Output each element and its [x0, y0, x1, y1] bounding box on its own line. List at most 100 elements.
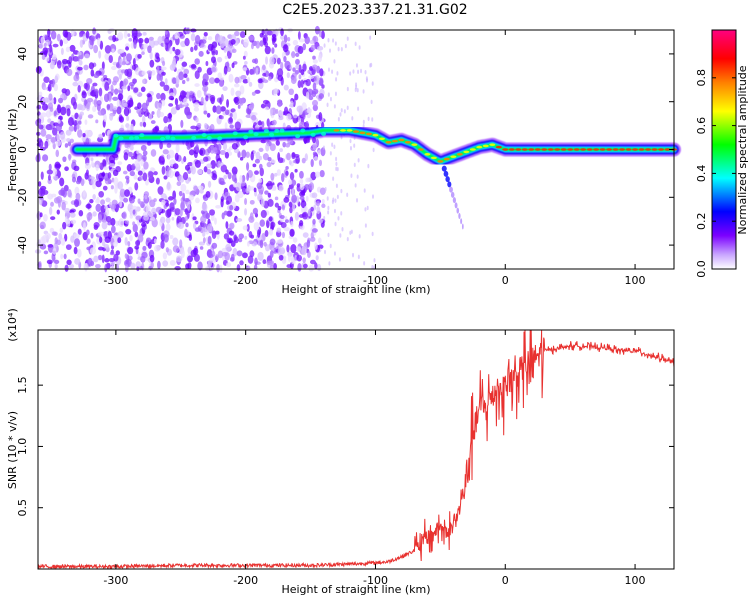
spectrogram-noise-cell: [206, 163, 212, 169]
spectrogram-noise-cell: [262, 99, 270, 105]
spectrogram-noise-cell: [73, 233, 80, 239]
spectrogram-noise-cell: [214, 217, 217, 225]
spectrogram-noise-cell: [237, 104, 241, 109]
spectrogram-noise-cell: [203, 110, 208, 115]
spectrogram-noise-cell: [312, 82, 317, 91]
spectrogram-noise-cell: [164, 30, 168, 35]
spectrogram-ridge-blob: [206, 136, 212, 141]
spectrogram-noise-cell: [360, 68, 363, 74]
spectrogram-noise-cell: [354, 87, 357, 93]
snr-y-tick-label: 0.5: [16, 499, 29, 517]
spectrogram-noise-cell: [282, 141, 287, 148]
spectrogram-noise-cell: [167, 153, 171, 161]
spectrogram-noise-cell: [90, 157, 94, 162]
spectrogram-noise-cell: [323, 215, 326, 221]
spectrogram-noise-cell: [364, 69, 367, 75]
spectrogram-noise-cell: [215, 204, 222, 209]
spectrogram-noise-cell: [346, 192, 349, 197]
spectrogram-noise-cell: [66, 108, 71, 117]
spectrogram-noise-cell: [255, 67, 259, 76]
spectrogram-noise-cell: [56, 33, 61, 42]
spectrogram-noise-cell: [190, 165, 194, 172]
spectrogram-noise-cell: [206, 67, 213, 76]
spectrogram-noise-cell: [143, 214, 150, 221]
spectrogram-noise-cell: [64, 207, 70, 214]
spectrogram-noise-cell: [46, 259, 53, 265]
spectrogram-noise-cell: [62, 189, 67, 198]
spectrogram-noise-cell: [118, 127, 125, 132]
spectrogram-noise-cell: [114, 234, 118, 244]
spectrogram-noise-cell: [106, 104, 110, 111]
spectrogram-noise-cell: [100, 199, 106, 206]
spectrogram-noise-cell: [247, 76, 251, 84]
spectrogram-noise-cell: [48, 163, 52, 171]
spectrogram-noise-cell: [207, 223, 213, 233]
spectrogram-noise-cell: [183, 73, 188, 79]
spectrogram-ridge-blob: [134, 135, 140, 140]
spectrogram-noise-cell: [286, 72, 290, 79]
spectrogram-noise-cell: [269, 238, 276, 246]
spectrogram-noise-cell: [105, 208, 110, 216]
spectrogram-noise-cell: [150, 216, 156, 221]
spectrogram-noise-cell: [174, 265, 181, 271]
spectrogram-ridge-blob: [160, 136, 166, 141]
spectrogram-noise-cell: [109, 251, 115, 256]
spectrogram-noise-cell: [156, 73, 161, 81]
spectrogram-noise-cell: [288, 160, 292, 165]
spectrogram-noise-cell: [62, 221, 67, 230]
spectrogram-ridge-tail: [445, 176, 450, 183]
spectrogram-noise-cell: [206, 168, 212, 175]
spectrogram-noise-cell: [124, 253, 128, 259]
spectrogram-noise-cell: [85, 203, 92, 209]
spectrogram-noise-cell: [267, 157, 272, 162]
spectrogram-noise-cell: [194, 159, 201, 168]
spectrogram-noise-cell: [305, 177, 310, 183]
spectrogram-noise-cell: [74, 112, 79, 120]
spectrogram-noise-cell: [254, 158, 260, 164]
spectrogram-noise-cell: [101, 172, 106, 177]
spectrogram-noise-cell: [203, 156, 209, 162]
spectrogram-noise-cell: [108, 55, 113, 64]
spectrogram-noise-cell: [287, 187, 291, 197]
spectrogram-noise-cell: [95, 119, 99, 124]
snr-x-tick-label: -300: [103, 574, 128, 587]
spectrogram-noise-cell: [153, 171, 158, 176]
colorbar-label: Normalized spectral amplitude: [736, 65, 749, 234]
spectrogram-noise-cell: [280, 28, 284, 36]
spectrogram-ridge-hotspot: [651, 148, 658, 151]
spectrogram-noise-cell: [349, 230, 352, 236]
spectrogram-noise-cell: [54, 259, 60, 264]
spectrogram-noise-cell: [162, 149, 169, 155]
spectrogram-noise-cell: [298, 38, 305, 43]
spectrogram-noise-cell: [77, 66, 83, 71]
spectrogram-noise-cell: [86, 212, 93, 221]
snr-frame: [37, 329, 675, 570]
spectrogram-noise-cell: [274, 43, 278, 48]
spectrogram-noise-cell: [97, 213, 103, 223]
spectrogram-noise-cell: [264, 106, 270, 111]
spectrogram-ridge-hotspot: [645, 148, 652, 151]
spectrogram-noise-cell: [101, 61, 105, 70]
spectrogram-noise-cell: [297, 80, 302, 89]
spectrogram-noise-cell: [216, 263, 220, 273]
spectrogram-noise-cell: [311, 228, 318, 233]
spectrogram-noise-cell: [214, 254, 220, 262]
spectrogram-noise-cell: [262, 72, 267, 77]
spectrogram-noise-cell: [362, 119, 365, 125]
spectrogram-noise-cell: [329, 151, 332, 156]
spectrogram-noise-cell: [93, 255, 99, 263]
spectrogram-noise-cell: [267, 199, 274, 207]
spectrogram-noise-cell: [219, 76, 225, 81]
spectrogram-noise-cell: [249, 199, 255, 205]
spectrogram-noise-cell: [357, 106, 360, 111]
spectrogram-noise-cell: [148, 211, 154, 218]
spectrogram-noise-cell: [103, 166, 108, 171]
spectrogram-noise-cell: [97, 37, 101, 46]
spectrogram-noise-cell: [70, 96, 76, 106]
spectrogram-noise-cell: [147, 45, 152, 54]
spectrogram-noise-cell: [69, 138, 74, 143]
colorbar-frame: [711, 29, 737, 270]
spectrogram-noise-cell: [70, 29, 75, 37]
spectrogram-noise-cell: [333, 104, 336, 109]
spectrogram-noise-cell: [358, 45, 361, 50]
